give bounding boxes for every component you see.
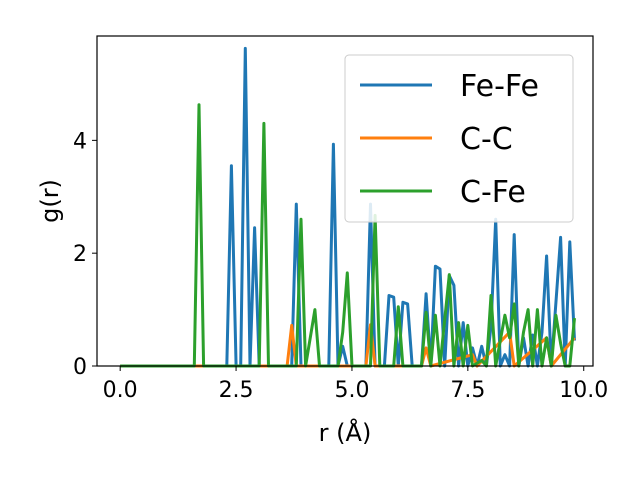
x-tick-label: 2.5 — [219, 378, 254, 403]
x-axis-ticks: 0.0 2.5 5.0 7.5 10.0 — [103, 366, 608, 403]
legend-label: C-Fe — [460, 175, 526, 210]
y-tick-label: 4 — [73, 129, 87, 154]
x-tick-label: 0.0 — [103, 378, 138, 403]
x-tick-label: 7.5 — [450, 378, 485, 403]
y-tick-label: 2 — [73, 242, 87, 267]
legend-box — [344, 54, 574, 223]
y-axis-label: g(r) — [36, 179, 64, 223]
x-axis-label: r (Å) — [319, 418, 372, 447]
y-tick-label: 0 — [73, 355, 87, 380]
legend-label: Fe-Fe — [460, 69, 539, 104]
series-line-c-c — [120, 323, 576, 368]
x-tick-label: 5.0 — [334, 378, 369, 403]
legend-label: C-C — [460, 122, 513, 157]
y-axis-ticks: 0 2 4 — [73, 129, 97, 380]
plot-frame — [96, 35, 594, 367]
legend: Fe-Fe C-C C-Fe — [344, 54, 574, 223]
x-tick-label: 10.0 — [559, 378, 608, 403]
